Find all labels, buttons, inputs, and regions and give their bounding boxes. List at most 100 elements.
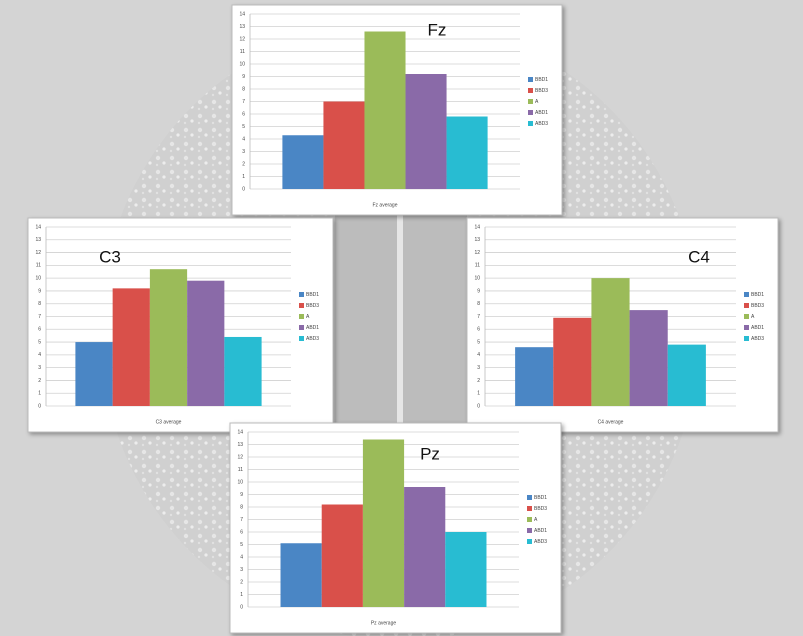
legend-label: BBD1 [751,292,764,298]
bar [515,347,554,406]
y-tick-label: 9 [242,74,245,80]
y-tick-label: 9 [240,492,243,498]
y-tick-label: 3 [477,365,480,371]
y-tick-label: 7 [240,517,243,523]
legend-swatch [744,292,749,297]
y-tick-label: 0 [240,604,243,610]
y-tick-label: 11 [475,263,480,269]
legend-label: A [751,314,755,320]
bar [667,344,706,406]
y-tick-label: 1 [240,592,243,598]
legend-swatch [528,110,533,115]
legend-swatch [527,495,532,500]
y-tick-label: 12 [474,250,480,256]
y-tick-label: 7 [477,314,480,320]
x-axis-label: Fz average [372,202,397,208]
legend-swatch [744,314,749,319]
legend-label: ABD1 [534,528,547,534]
bar [224,336,262,406]
y-tick-label: 12 [35,250,41,256]
legend-label: BBD1 [534,495,547,501]
y-tick-label: 6 [242,111,245,117]
bar [280,543,322,607]
y-tick-label: 2 [240,579,243,585]
bar [446,116,488,189]
y-tick-label: 2 [38,378,41,384]
legend-label: ABD3 [535,121,548,127]
legend-swatch [528,77,533,82]
bar [405,74,447,189]
legend-swatch [299,336,304,341]
bar [553,317,592,406]
y-tick-label: 14 [474,224,480,230]
y-tick-label: 10 [239,61,245,67]
legend-label: BBD3 [751,303,764,309]
y-tick-label: 13 [239,24,245,30]
y-tick-label: 8 [242,86,245,92]
legend-label: A [306,314,310,320]
y-tick-label: 10 [237,479,243,485]
y-tick-label: 3 [242,149,245,155]
bar [364,31,406,189]
bar [282,135,324,189]
legend-swatch [527,539,532,544]
legend-swatch [744,325,749,330]
chart-title: C3 [99,247,121,266]
y-tick-label: 5 [242,124,245,130]
legend-label: BBD3 [534,506,547,512]
legend-label: BBD3 [306,303,319,309]
bar [404,487,446,607]
x-axis-label: Pz average [371,620,397,626]
y-tick-label: 0 [242,186,245,192]
chart-title: Pz [420,444,440,463]
y-tick-label: 12 [239,36,245,42]
y-tick-label: 6 [38,327,41,333]
chart-title: Fz [428,20,447,39]
chart-title: C4 [688,247,710,266]
y-tick-label: 6 [240,529,243,535]
y-tick-label: 1 [242,174,245,180]
legend-swatch [744,336,749,341]
bar [362,439,405,607]
legend-swatch [527,528,532,533]
y-tick-label: 0 [38,403,41,409]
y-tick-label: 3 [38,365,41,371]
legend-label: ABD1 [751,325,764,331]
y-tick-label: 9 [38,288,41,294]
legend-swatch [299,314,304,319]
x-axis-label: C3 average [156,419,182,425]
bar [112,288,150,406]
legend-swatch [527,506,532,511]
legend-label: A [535,99,539,105]
y-tick-label: 14 [239,11,245,17]
y-tick-label: 11 [238,467,243,473]
y-tick-label: 13 [474,237,480,243]
y-tick-label: 0 [477,403,480,409]
y-tick-label: 8 [240,504,243,510]
y-tick-label: 4 [242,136,245,142]
y-tick-label: 2 [242,161,245,167]
x-axis-label: C4 average [598,419,624,425]
y-tick-label: 4 [38,352,41,358]
legend-label: BBD3 [535,88,548,94]
bar [187,280,225,406]
legend-label: ABD1 [535,110,548,116]
y-tick-label: 11 [36,263,41,269]
y-tick-label: 13 [35,237,41,243]
legend-swatch [744,303,749,308]
y-tick-label: 7 [38,314,41,320]
legend-swatch [527,517,532,522]
y-tick-label: 10 [474,275,480,281]
y-tick-label: 8 [477,301,480,307]
y-tick-label: 10 [35,275,41,281]
y-tick-label: 14 [35,224,41,230]
bar [629,310,668,406]
legend-label: ABD3 [751,336,764,342]
y-tick-label: 7 [242,99,245,105]
legend-label: BBD1 [306,292,319,298]
